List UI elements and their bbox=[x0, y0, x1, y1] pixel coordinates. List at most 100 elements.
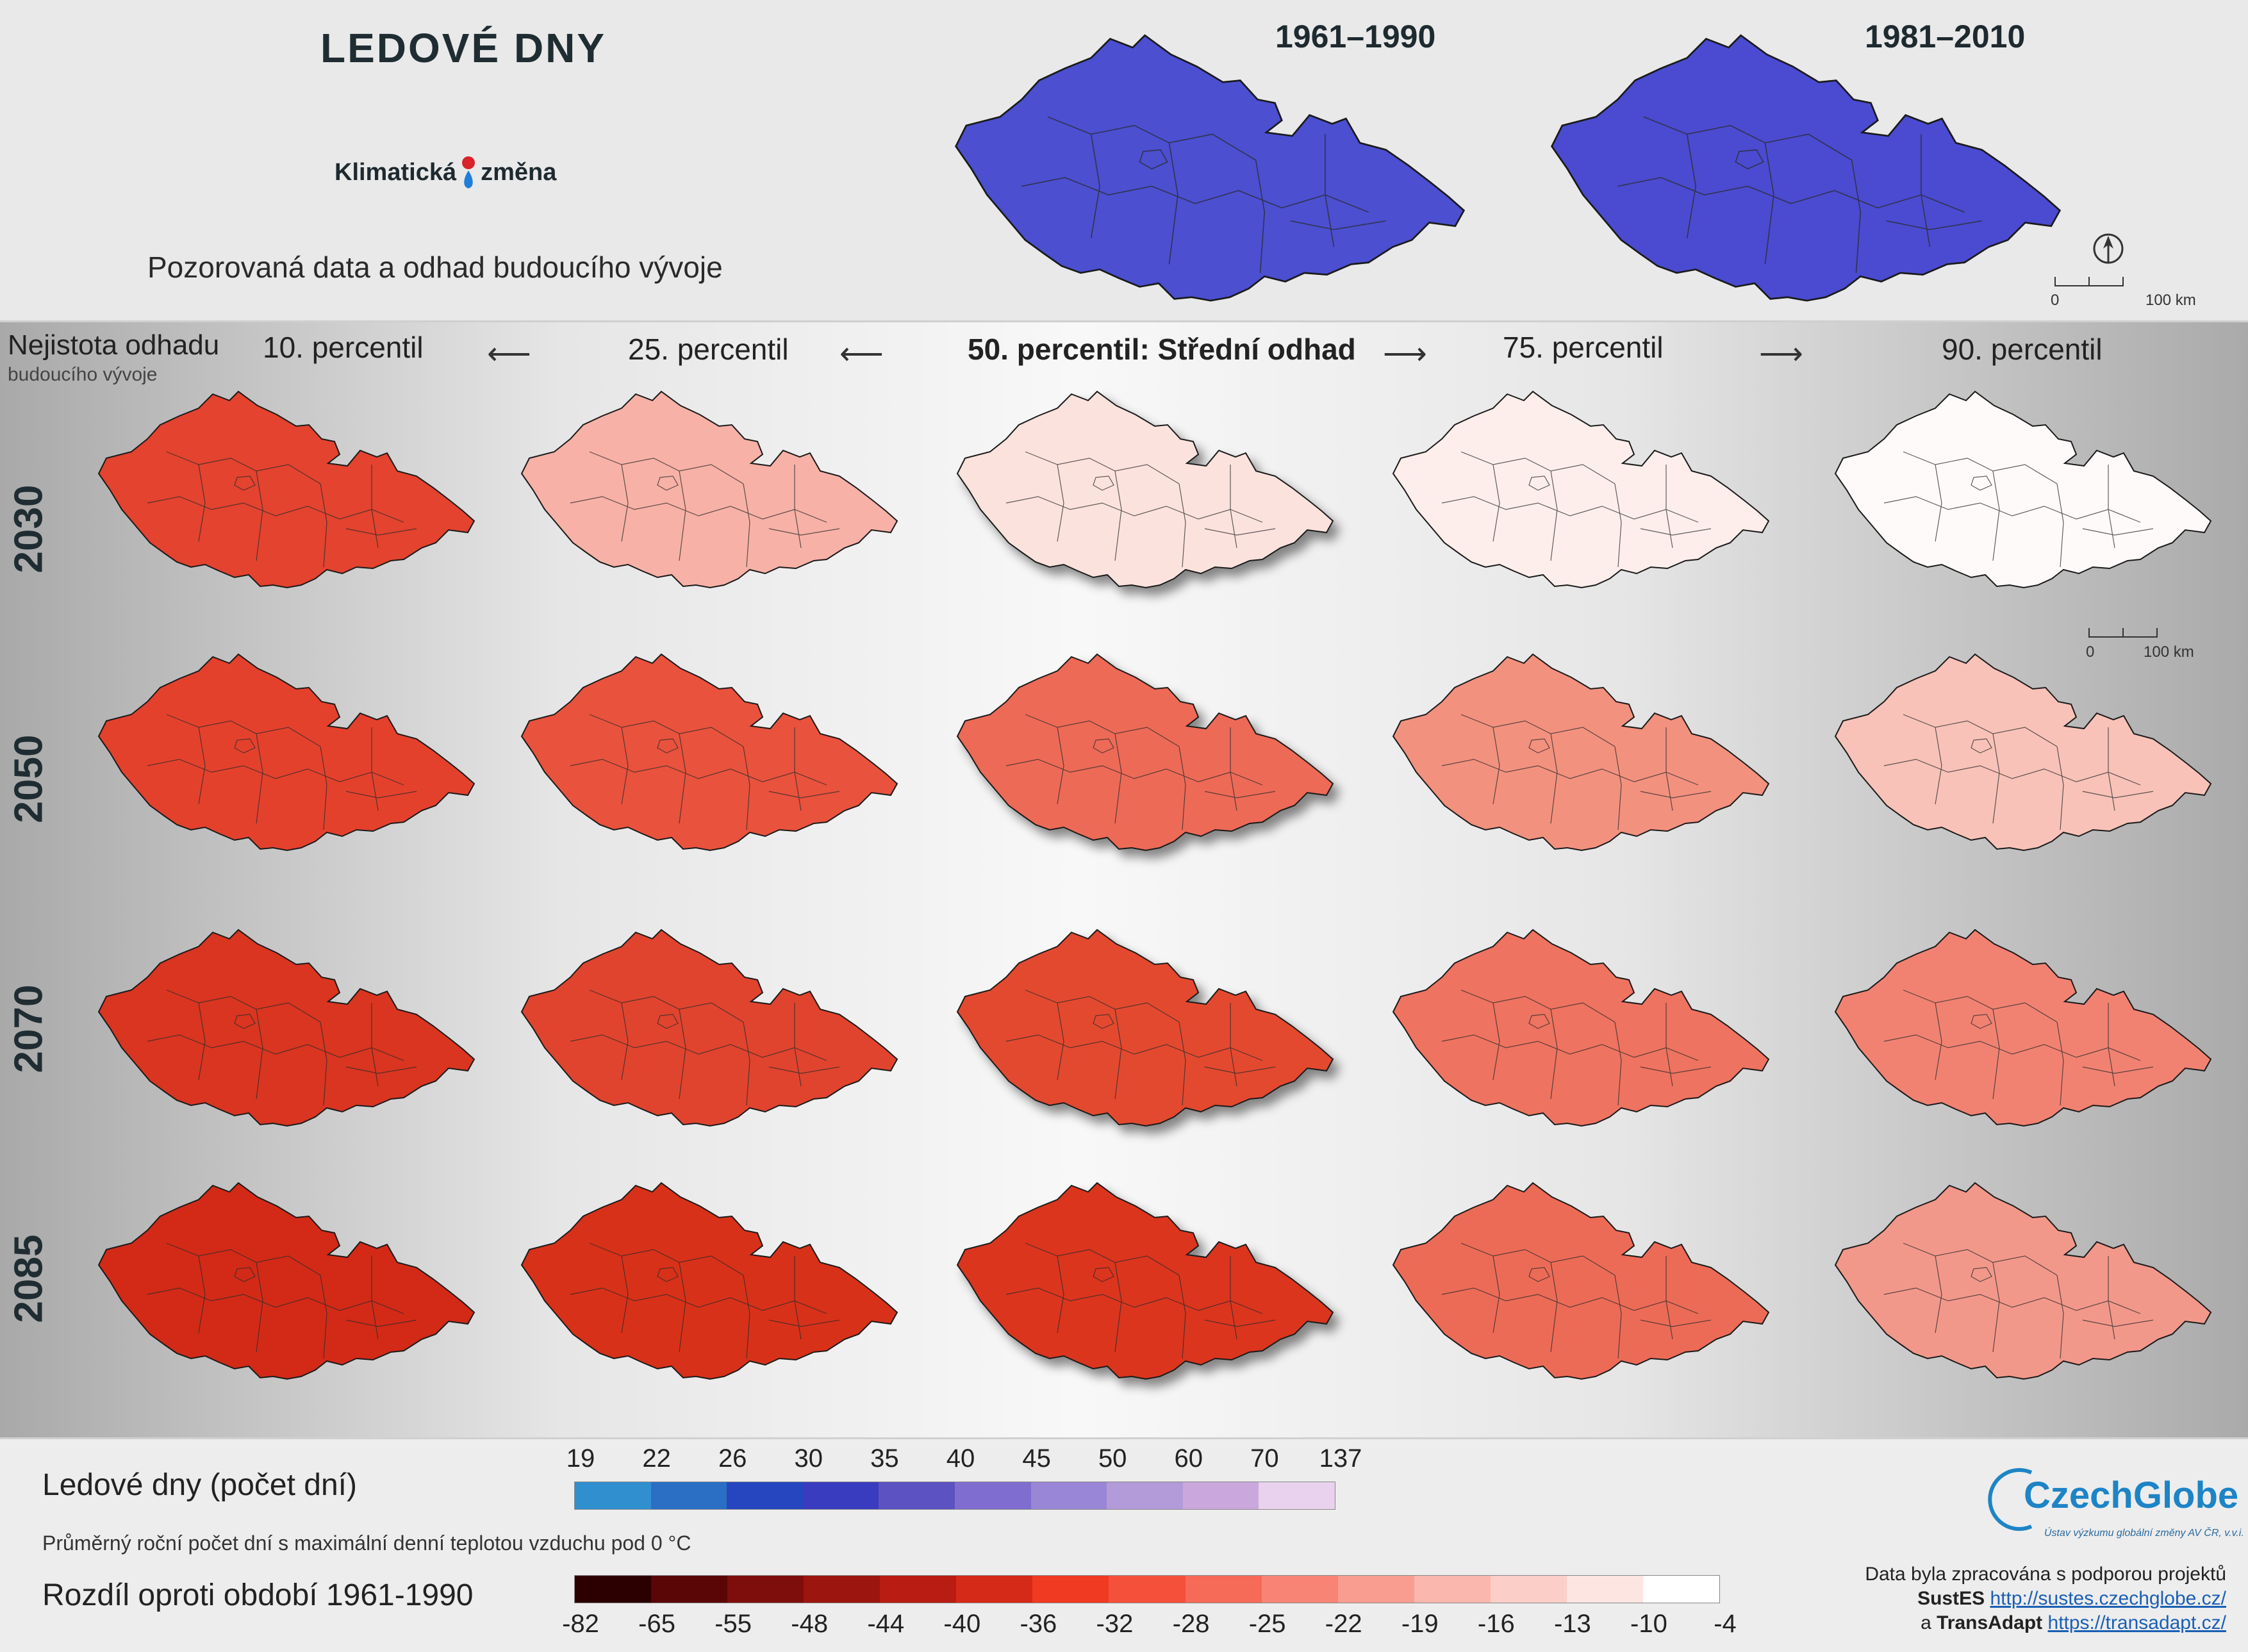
map-2085-p75 bbox=[1365, 1166, 1775, 1384]
legend-swatch bbox=[1182, 1482, 1259, 1509]
legend-swatch bbox=[804, 1576, 880, 1603]
observed-legend-description: Průměrný roční počet dní s maximální den… bbox=[42, 1532, 691, 1555]
uncertainty-sublabel: budoucího vývoje bbox=[8, 364, 158, 385]
legend-tick-label: 26 bbox=[718, 1444, 747, 1473]
legend-swatch bbox=[1414, 1576, 1491, 1603]
map-2070-p75 bbox=[1365, 913, 1775, 1131]
map-2030-p10 bbox=[70, 375, 481, 593]
legend-swatch bbox=[1032, 1576, 1109, 1603]
legend-swatch bbox=[1259, 1482, 1335, 1509]
legend-tick-label: -55 bbox=[715, 1610, 752, 1638]
legend-tick-label: 30 bbox=[794, 1444, 823, 1473]
map-2030-p75 bbox=[1365, 375, 1775, 593]
legend-swatch bbox=[1337, 1576, 1414, 1603]
project-sustes: SustES bbox=[1917, 1588, 1985, 1609]
logo-text-left: Klimatická bbox=[335, 158, 457, 186]
legend-swatch bbox=[1642, 1576, 1719, 1603]
legend-tick-label: -22 bbox=[1325, 1610, 1362, 1638]
period-label-1981-2010: 1981–2010 bbox=[1865, 19, 2026, 54]
legend-tick-label: -65 bbox=[638, 1610, 675, 1638]
scale-start-top: 0 bbox=[2051, 292, 2060, 309]
drop-icon bbox=[462, 156, 475, 188]
map-2050-p75 bbox=[1365, 638, 1775, 855]
legend-tick-label: -4 bbox=[1714, 1610, 1737, 1638]
arrow-left-icon: ⟵ bbox=[839, 337, 884, 371]
legend-swatch bbox=[1261, 1576, 1338, 1603]
legend-swatch bbox=[954, 1482, 1031, 1509]
legend-tick-label: 19 bbox=[566, 1444, 595, 1473]
legend-tick-label: -16 bbox=[1477, 1610, 1515, 1638]
scale-end-top: 100 km bbox=[2145, 292, 2196, 309]
legend-tick-label: 50 bbox=[1098, 1444, 1127, 1473]
legend-swatch bbox=[575, 1482, 651, 1509]
map-observed-1981-2010 bbox=[1512, 13, 2070, 308]
map-2050-p10 bbox=[70, 638, 481, 855]
legend-tick-label: 60 bbox=[1174, 1444, 1203, 1473]
legend-swatch bbox=[1566, 1576, 1643, 1603]
map-2085-p10 bbox=[70, 1166, 481, 1384]
legend-tick-label: 137 bbox=[1319, 1444, 1362, 1473]
map-2050-p50 bbox=[929, 638, 1339, 855]
north-arrow-icon bbox=[2093, 233, 2124, 264]
sustes-link[interactable]: http://sustes.czechglobe.cz/ bbox=[1990, 1588, 2226, 1609]
year-label-2030: 2030 bbox=[6, 484, 51, 574]
map-2070-p90 bbox=[1807, 913, 2217, 1131]
map-2070-p10 bbox=[70, 913, 481, 1131]
page-title: LEDOVÉ DNY bbox=[320, 25, 607, 71]
map-2050-p90 bbox=[1807, 638, 2217, 855]
legend-swatch bbox=[1107, 1482, 1183, 1509]
project-transadapt: TransAdapt bbox=[1937, 1612, 2043, 1633]
legend-swatch bbox=[1030, 1482, 1107, 1509]
legend-tick-label: -36 bbox=[1020, 1610, 1057, 1638]
scale-bar-grid bbox=[2088, 628, 2158, 638]
legend-swatch bbox=[956, 1576, 1033, 1603]
legend-swatch bbox=[802, 1482, 879, 1509]
legend-tick-label: 22 bbox=[642, 1444, 671, 1473]
map-observed-1961-1990 bbox=[916, 13, 1474, 308]
uncertainty-label: Nejistota odhadu bbox=[8, 329, 220, 361]
legend-tick-label: -19 bbox=[1401, 1610, 1439, 1638]
legend-swatch bbox=[1490, 1576, 1567, 1603]
scale-bar-top bbox=[2054, 277, 2124, 286]
map-2070-p50 bbox=[929, 913, 1339, 1131]
difference-color-bar bbox=[574, 1575, 1720, 1603]
arrow-right-icon: ⟶ bbox=[1759, 337, 1803, 371]
legend-tick-label: -28 bbox=[1172, 1610, 1210, 1638]
percentile-50-label: 50. percentil: Střední odhad bbox=[968, 333, 1356, 366]
period-label-1961-1990: 1961–1990 bbox=[1275, 19, 1436, 54]
credit-conjunction: a bbox=[1921, 1612, 1931, 1633]
observed-color-bar bbox=[574, 1482, 1335, 1510]
year-label-2070: 2070 bbox=[6, 984, 51, 1073]
legend-tick-label: -13 bbox=[1553, 1610, 1591, 1638]
legend-tick-label: -48 bbox=[791, 1610, 829, 1638]
legend-swatch bbox=[1109, 1576, 1186, 1603]
logo-text-right: změna bbox=[481, 158, 557, 186]
map-2030-p90 bbox=[1807, 375, 2217, 593]
legend-tick-label: 40 bbox=[946, 1444, 975, 1473]
legend-tick-label: 35 bbox=[870, 1444, 899, 1473]
map-2030-p50 bbox=[929, 375, 1339, 593]
legend-tick-label: -44 bbox=[867, 1610, 905, 1638]
legend-tick-label: 45 bbox=[1022, 1444, 1051, 1473]
legend-swatch bbox=[727, 1482, 803, 1509]
czechglobe-arc-icon bbox=[1988, 1468, 2033, 1531]
klimaticka-zmena-logo: Klimatická změna bbox=[335, 154, 556, 191]
czechglobe-subtitle: Ústav výzkumu globální změny AV ČR, v.v.… bbox=[2044, 1528, 2244, 1539]
map-2050-p25 bbox=[493, 638, 904, 855]
difference-legend-title: Rozdíl oproti období 1961-1990 bbox=[42, 1578, 474, 1612]
credit-line: Data byla zpracována s podporou projektů bbox=[1865, 1564, 2226, 1585]
legend-tick-label: -40 bbox=[943, 1610, 981, 1638]
scale-end-grid: 100 km bbox=[2144, 643, 2194, 661]
legend-tick-label: -32 bbox=[1096, 1610, 1134, 1638]
percentile-10-label: 10. percentil bbox=[263, 331, 424, 364]
legend-tick-label: -25 bbox=[1248, 1610, 1286, 1638]
legend-swatch bbox=[651, 1576, 728, 1603]
legend-swatch bbox=[879, 1482, 955, 1509]
legend-tick-label: -10 bbox=[1630, 1610, 1667, 1638]
map-2085-p90 bbox=[1807, 1166, 2217, 1384]
transadapt-link[interactable]: https://transadapt.cz/ bbox=[2047, 1612, 2226, 1633]
legend-tick-label: -82 bbox=[562, 1610, 599, 1638]
legend-tick-label: 70 bbox=[1250, 1444, 1279, 1473]
legend-swatch bbox=[1185, 1576, 1262, 1603]
legend-panel bbox=[0, 1437, 2248, 1652]
